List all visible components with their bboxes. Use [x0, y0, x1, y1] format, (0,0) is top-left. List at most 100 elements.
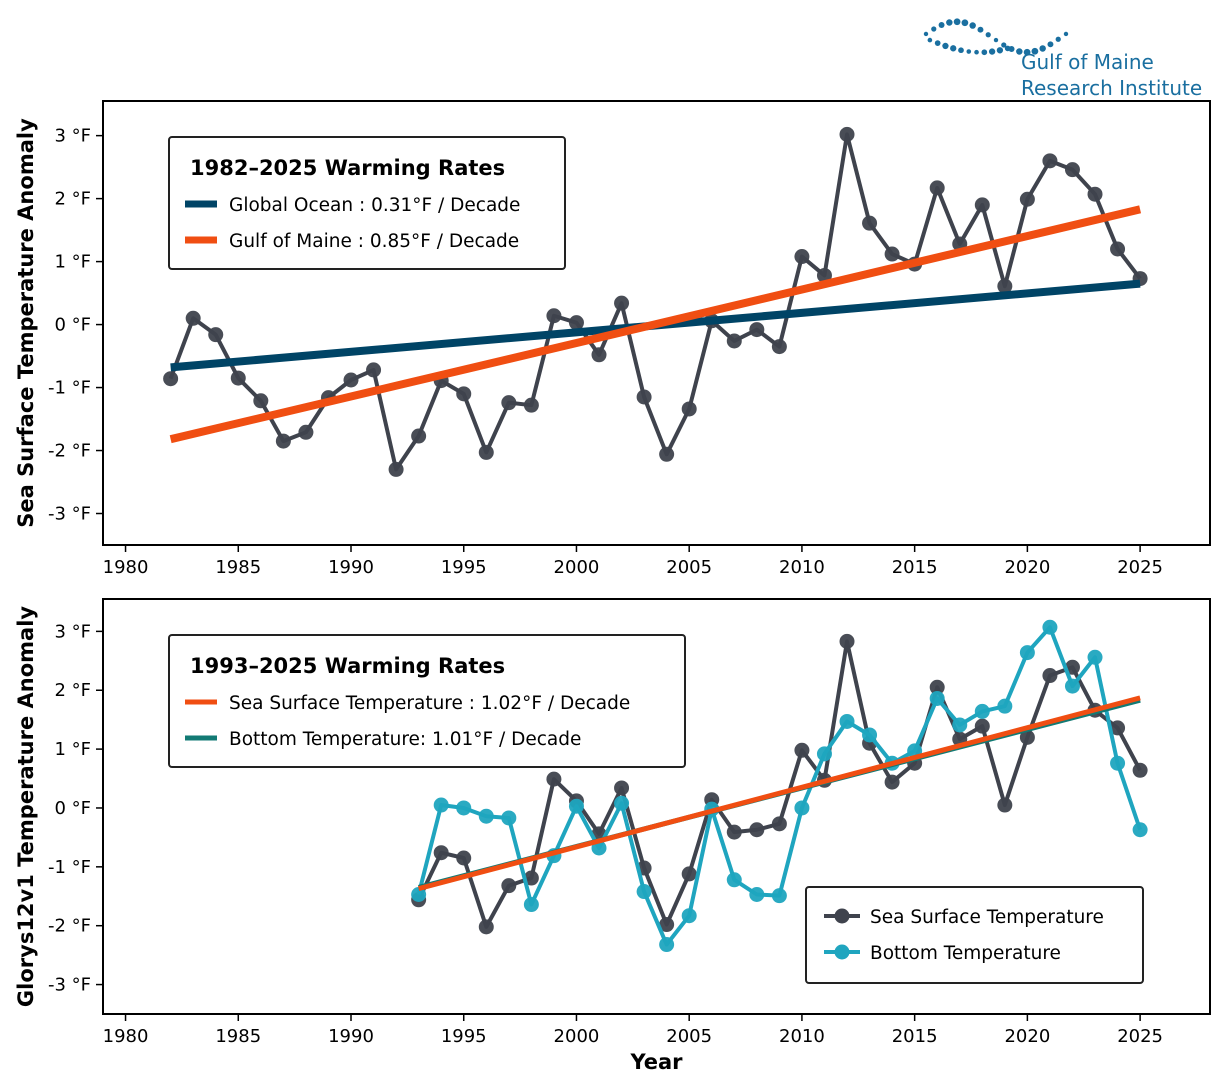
- data-point: [614, 795, 630, 811]
- data-point: [1019, 191, 1035, 207]
- data-point: [749, 887, 765, 903]
- x-tick-label: 2000: [554, 1026, 600, 1047]
- data-point: [1132, 822, 1148, 838]
- x-tick-label: 2010: [779, 557, 825, 578]
- legend-entry: Bottom Temperature: [870, 943, 1061, 964]
- logo-dot-icon: [1023, 48, 1031, 56]
- y-tick-label: -3 °F: [48, 504, 91, 525]
- data-point: [726, 872, 742, 888]
- data-point: [1042, 668, 1058, 684]
- logo-dot-icon: [1001, 42, 1007, 48]
- data-point: [1087, 649, 1103, 665]
- x-tick-label: 1985: [215, 1026, 261, 1047]
- data-point: [1064, 678, 1080, 694]
- data-point: [1110, 755, 1126, 771]
- x-tick-label: 1990: [328, 557, 374, 578]
- logo-dot-icon: [988, 48, 996, 55]
- x-tick-label: 2010: [779, 1026, 825, 1047]
- data-point: [929, 180, 945, 196]
- legend-title: 1993–2025 Warming Rates: [190, 654, 505, 678]
- data-point: [208, 327, 224, 343]
- data-point: [411, 887, 427, 903]
- trend-line: [169, 205, 1142, 444]
- y-tick-label: 2 °F: [54, 680, 91, 701]
- x-tick-label: 2015: [892, 557, 938, 578]
- logo-dot-icon: [993, 37, 999, 43]
- data-point: [523, 397, 539, 413]
- y-tick-label: 0 °F: [54, 315, 91, 336]
- y-tick-label: -2 °F: [48, 441, 91, 462]
- logo-dot-icon: [1016, 48, 1023, 55]
- logo-dot-icon: [927, 37, 933, 43]
- data-point: [636, 389, 652, 405]
- data-point: [816, 746, 832, 762]
- legend-marker: [834, 908, 850, 924]
- data-point: [614, 780, 630, 796]
- series-0: [411, 633, 1148, 935]
- data-point: [794, 800, 810, 816]
- logo-line2: Research Institute: [1021, 76, 1202, 100]
- x-tick-label: 1995: [441, 557, 487, 578]
- y-tick-label: 2 °F: [54, 189, 91, 210]
- x-axis-label: Year: [629, 1050, 683, 1074]
- data-point: [1019, 645, 1035, 661]
- legend-entry: Bottom Temperature: 1.01°F / Decade: [229, 729, 581, 750]
- data-point: [478, 919, 494, 935]
- x-tick-label: 1985: [215, 557, 261, 578]
- data-point: [568, 315, 584, 331]
- data-point: [794, 249, 810, 265]
- logo-dot-icon: [966, 49, 972, 54]
- data-point: [726, 824, 742, 840]
- legend-box: [168, 634, 686, 768]
- data-point: [749, 322, 765, 338]
- data-point: [501, 878, 517, 894]
- data-point: [929, 690, 945, 706]
- legend-entry: Sea Surface Temperature: [870, 907, 1104, 928]
- data-point: [839, 713, 855, 729]
- x-tick-label: 1990: [328, 1026, 374, 1047]
- y-tick-label: -1 °F: [48, 378, 91, 399]
- data-point: [1064, 162, 1080, 178]
- data-point: [884, 774, 900, 790]
- data-point: [298, 424, 314, 440]
- data-point: [163, 371, 179, 387]
- data-point: [659, 937, 675, 953]
- data-point: [771, 339, 787, 355]
- plot-frame: [102, 100, 1211, 546]
- data-point: [884, 246, 900, 262]
- gmri-logo: Gulf of Maine Research Institute: [923, 18, 1202, 100]
- logo-dot-icon: [977, 26, 984, 33]
- x-tick-label: 1980: [103, 1026, 149, 1047]
- data-point: [614, 295, 630, 311]
- logo-dot-icon: [981, 49, 988, 56]
- logo-dot-icon: [942, 42, 949, 50]
- legend: 1993–2025 Warming Rates Sea Surface Tempe…: [168, 634, 686, 768]
- y-axis-label: Glorys12v1 Temperature Anomaly: [14, 606, 38, 1007]
- bottom-chart: 1980 1985 1990 1995 2000 2005 2010 2015 2020 2025…: [14, 598, 1211, 1074]
- y-tick-label: -1 °F: [48, 857, 91, 878]
- data-point: [546, 308, 562, 324]
- data-point: [456, 800, 472, 816]
- data-point: [862, 727, 878, 743]
- x-tick-label: 2000: [554, 557, 600, 578]
- logo-dot-icon: [953, 18, 961, 26]
- data-point: [230, 370, 246, 386]
- y-tick-label: 3 °F: [54, 126, 91, 147]
- logo-dot-icon: [1039, 45, 1046, 52]
- y-axis-label: Sea Surface Temperature Anomaly: [14, 118, 38, 528]
- y-tick-label: 1 °F: [54, 739, 91, 760]
- data-point: [974, 718, 990, 734]
- series-1: [411, 619, 1148, 953]
- x-tick-label: 2005: [666, 557, 712, 578]
- data-point: [456, 386, 472, 402]
- data-point: [681, 866, 697, 882]
- data-point: [433, 845, 449, 861]
- y-tick-label: -2 °F: [48, 916, 91, 937]
- logo-dot-icon: [996, 47, 1004, 54]
- data-point: [997, 797, 1013, 813]
- logo-dot-icon: [950, 45, 957, 52]
- x-tick-label: 2025: [1117, 1026, 1163, 1047]
- data-point: [1042, 619, 1058, 635]
- data-point: [1019, 729, 1035, 745]
